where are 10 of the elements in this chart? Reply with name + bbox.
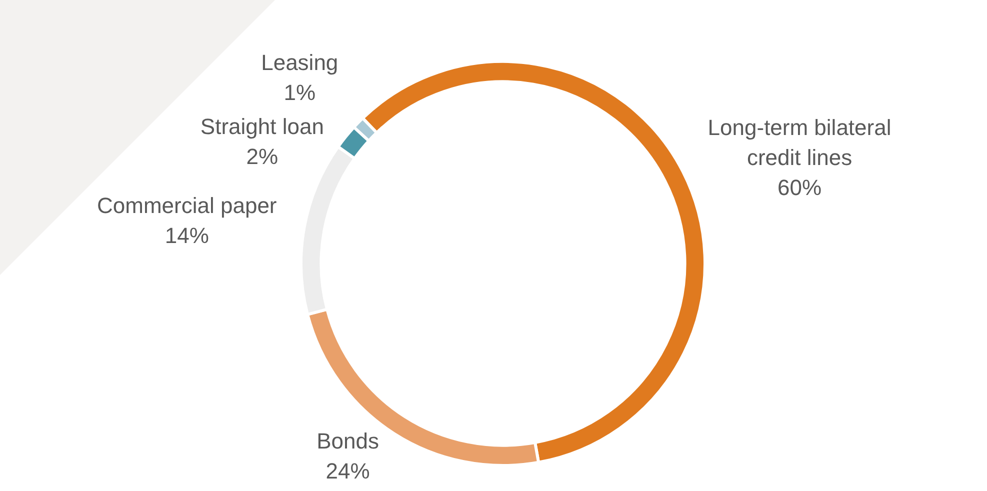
slice-label: Bonds [316, 428, 379, 454]
slice-label: Straight loan [200, 114, 324, 140]
slice-label: Long-term bilateral credit lines [708, 114, 892, 170]
data-label: 1% [284, 80, 316, 106]
data-label: 2% [246, 144, 278, 170]
data-label: 14% [164, 223, 209, 248]
data-label: 60% [777, 174, 822, 200]
slice-label: Leasing [261, 50, 338, 76]
data-label: 24% [326, 458, 370, 484]
slice-label: Commercial paper [97, 193, 277, 218]
